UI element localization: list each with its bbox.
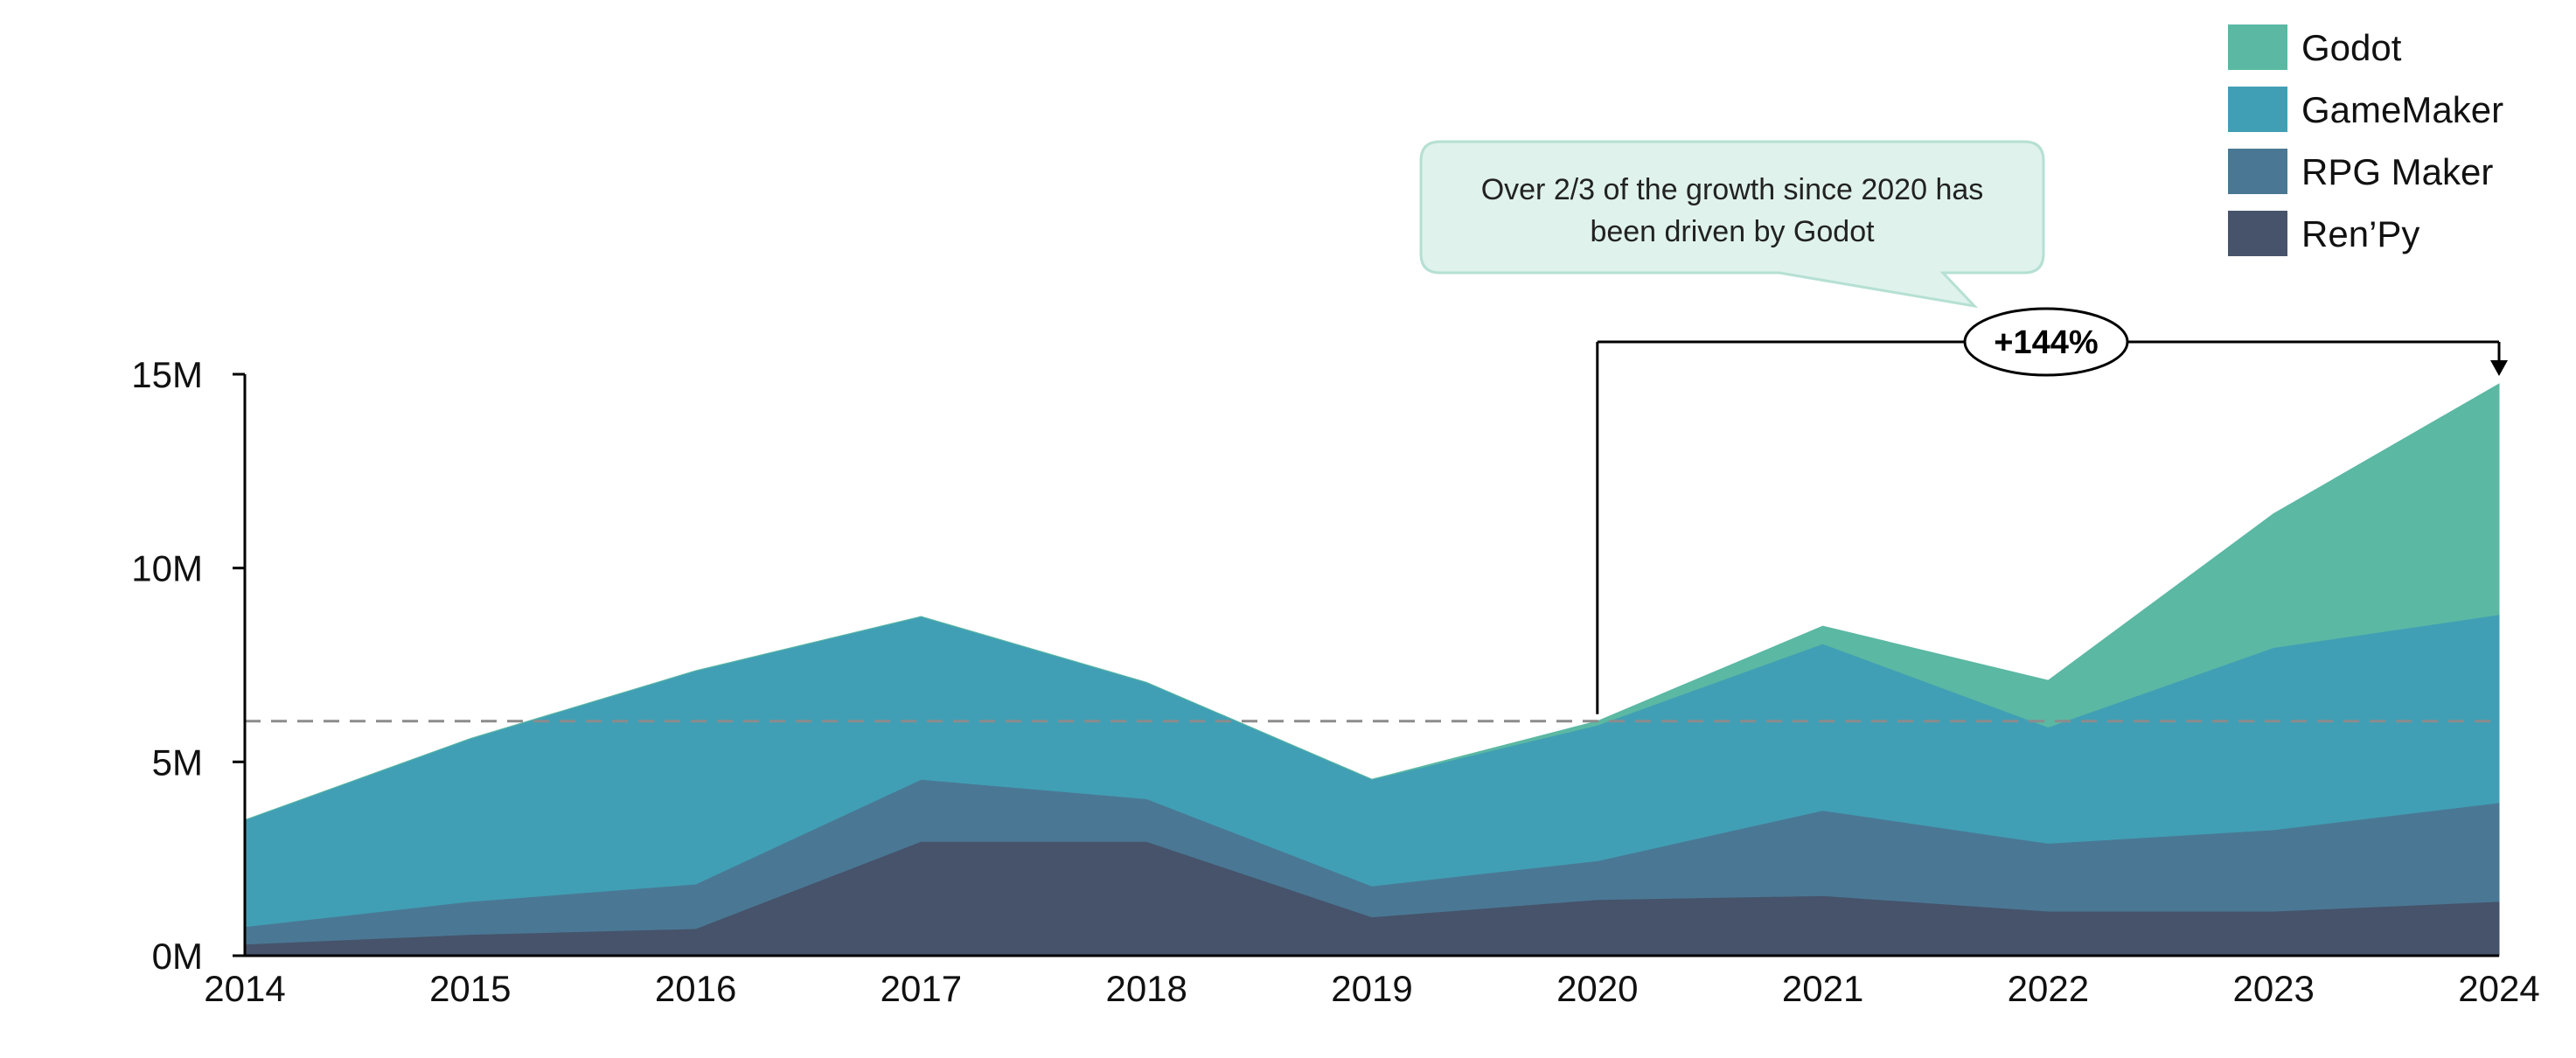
legend: Godot GameMaker RPG Maker Ren’Py <box>2228 24 2503 256</box>
bracket-arrowhead <box>2490 360 2508 376</box>
x-tick-label: 2018 <box>1105 968 1187 1009</box>
area-layers <box>244 383 2500 957</box>
growth-badge-label: +144% <box>1994 324 2098 361</box>
y-tick-label: 10M <box>131 548 203 589</box>
callout-bubble <box>1419 140 2045 309</box>
growth-badge: +144% <box>1963 307 2129 377</box>
y-axis-ticks: 0M 5M 10M 15M <box>131 354 245 977</box>
legend-swatch-godot <box>2228 24 2287 70</box>
axes <box>243 374 2499 957</box>
x-tick-label: 2017 <box>881 968 962 1009</box>
x-axis-ticks: 2014 2015 2016 2017 2018 2019 2020 2021 2022 2023… <box>204 968 2539 1009</box>
y-tick-label: 0M <box>152 936 203 977</box>
x-tick-label: 2022 <box>2008 968 2089 1009</box>
callout-text-line2: been driven by Godot <box>1590 215 1875 248</box>
area-godot <box>244 383 2500 821</box>
legend-swatch-gamemaker <box>2228 87 2287 132</box>
x-tick-label: 2024 <box>2458 968 2539 1009</box>
y-tick-label: 5M <box>152 741 203 783</box>
y-tick-label: 15M <box>131 354 203 395</box>
legend-label-rpg-maker: RPG Maker <box>2301 151 2493 192</box>
x-tick-label: 2016 <box>655 968 736 1009</box>
legend-label-ren-py: Ren’Py <box>2301 213 2419 254</box>
legend-label-godot: Godot <box>2301 27 2402 68</box>
callout-text-line1: Over 2/3 of the growth since 2020 has <box>1481 173 1984 206</box>
x-tick-label: 2015 <box>429 968 511 1009</box>
growth-badge-ellipse <box>1963 307 2129 377</box>
legend-swatch-ren-py <box>2228 211 2287 256</box>
x-tick-label: 2023 <box>2232 968 2314 1009</box>
callout-box: Over 2/3 of the growth since 2020 has be… <box>1419 140 2045 309</box>
legend-label-gamemaker: GameMaker <box>2301 89 2503 130</box>
x-tick-label: 2020 <box>1556 968 1638 1009</box>
legend-swatch-rpg-maker <box>2228 149 2287 194</box>
x-tick-label: 2019 <box>1331 968 1412 1009</box>
x-tick-label: 2014 <box>204 968 285 1009</box>
x-tick-label: 2021 <box>1782 968 1863 1009</box>
